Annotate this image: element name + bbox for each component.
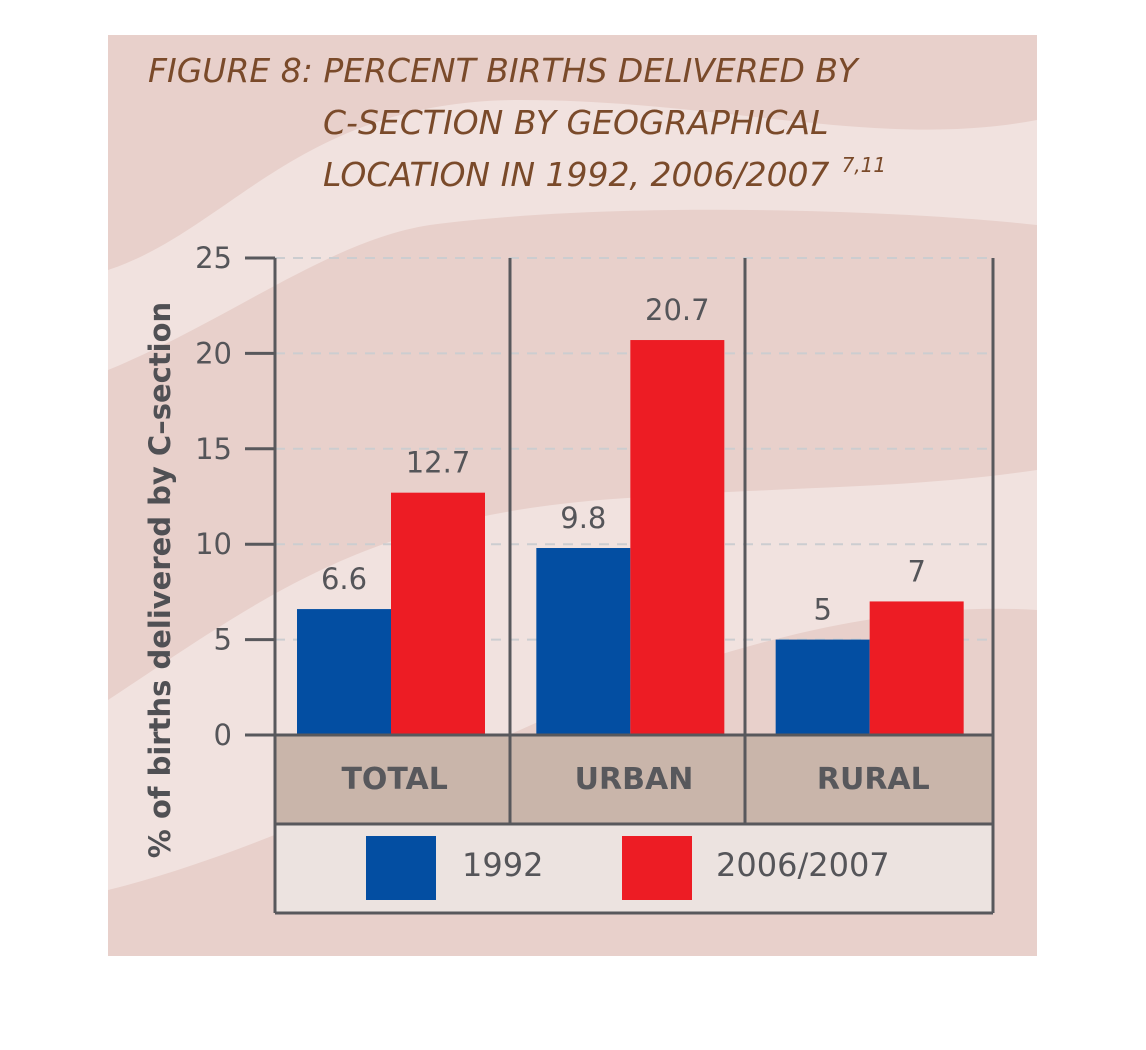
data-label: 6.6 <box>321 562 367 596</box>
bar-urban-1992 <box>536 548 631 735</box>
y-tick-label: 10 <box>195 527 232 561</box>
category-band <box>275 735 993 824</box>
data-label: 9.8 <box>560 501 606 535</box>
legend-label-1992: 1992 <box>462 846 543 884</box>
y-axis-label: % of births delivered by C–section <box>143 302 177 858</box>
chart-frame <box>245 258 995 915</box>
y-axis-ticks: 0 5 10 15 20 25 <box>195 241 275 752</box>
data-label: 20.7 <box>645 293 710 327</box>
title-line-3-text: LOCATION IN 1992, 2006/2007 <box>323 155 830 194</box>
category-label-total: TOTAL <box>341 762 447 797</box>
bar-rural-2006-2007 <box>869 601 964 735</box>
y-tick-label: 20 <box>195 336 232 370</box>
data-labels: 6.6 12.7 9.8 20.7 5 7 <box>321 293 926 627</box>
background-wave-upper <box>108 100 1037 370</box>
title-line-1: FIGURE 8: PERCENT BIRTHS DELIVERED BY <box>148 51 860 90</box>
legend-swatch-2006-2007 <box>622 836 692 900</box>
chart-title: FIGURE 8: PERCENT BIRTHS DELIVERED BY C-… <box>148 51 886 194</box>
y-tick-label: 15 <box>195 432 232 466</box>
title-line-2: C-SECTION BY GEOGRAPHICAL <box>323 103 828 142</box>
category-labels: TOTAL URBAN RURAL <box>341 762 929 797</box>
bar-urban-2006-2007 <box>630 340 725 735</box>
data-label: 12.7 <box>406 446 471 480</box>
title-superscript: 7,11 <box>842 153 887 177</box>
legend: 1992 2006/2007 <box>366 836 890 900</box>
bar-rural-1992 <box>775 639 870 735</box>
bars <box>297 340 964 735</box>
data-label: 7 <box>907 554 925 588</box>
y-tick-label: 5 <box>214 623 232 657</box>
data-label: 5 <box>813 593 831 627</box>
category-label-rural: RURAL <box>817 762 930 797</box>
legend-label-2006-2007: 2006/2007 <box>716 846 890 884</box>
bar-total-2006-2007 <box>391 492 485 735</box>
title-line-3: LOCATION IN 1992, 2006/2007 7,11 <box>323 153 886 194</box>
y-tick-label: 25 <box>195 241 232 275</box>
category-label-urban: URBAN <box>575 762 694 797</box>
legend-swatch-1992 <box>366 836 436 900</box>
bar-total-1992 <box>297 609 391 735</box>
y-tick-label: 0 <box>214 718 232 752</box>
